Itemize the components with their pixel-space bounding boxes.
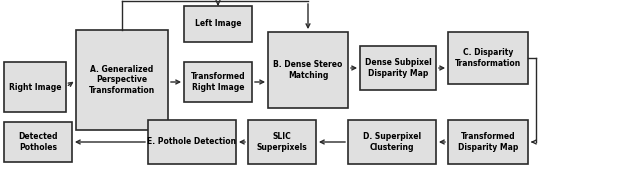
Text: C. Disparity
Transformation: C. Disparity Transformation: [455, 48, 521, 68]
FancyBboxPatch shape: [184, 6, 252, 42]
FancyBboxPatch shape: [448, 32, 528, 84]
Text: D. Superpixel
Clustering: D. Superpixel Clustering: [363, 132, 421, 152]
Text: Right Image: Right Image: [9, 83, 61, 91]
FancyBboxPatch shape: [76, 30, 168, 130]
FancyBboxPatch shape: [268, 32, 348, 108]
Text: A. Generalized
Perspective
Transformation: A. Generalized Perspective Transformatio…: [89, 65, 155, 95]
FancyBboxPatch shape: [448, 120, 528, 164]
Text: Detected
Potholes: Detected Potholes: [19, 132, 58, 152]
Text: Dense Subpixel
Disparity Map: Dense Subpixel Disparity Map: [365, 58, 431, 78]
FancyBboxPatch shape: [248, 120, 316, 164]
FancyBboxPatch shape: [184, 62, 252, 102]
FancyBboxPatch shape: [360, 46, 436, 90]
FancyBboxPatch shape: [348, 120, 436, 164]
Text: E. Pothole Detection: E. Pothole Detection: [147, 138, 237, 146]
FancyBboxPatch shape: [4, 62, 66, 112]
Text: Left Image: Left Image: [195, 19, 241, 28]
FancyBboxPatch shape: [4, 122, 72, 162]
FancyBboxPatch shape: [148, 120, 236, 164]
Text: Transformed
Right Image: Transformed Right Image: [191, 72, 245, 92]
Text: SLIC
Superpixels: SLIC Superpixels: [257, 132, 307, 152]
Text: Transformed
Disparity Map: Transformed Disparity Map: [458, 132, 518, 152]
Text: B. Dense Stereo
Matching: B. Dense Stereo Matching: [273, 60, 342, 80]
